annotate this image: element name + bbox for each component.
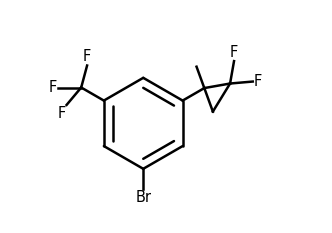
Text: F: F (83, 49, 91, 64)
Text: F: F (254, 74, 262, 89)
Text: F: F (57, 106, 65, 121)
Text: F: F (230, 45, 238, 60)
Text: F: F (49, 80, 57, 95)
Text: Br: Br (135, 190, 151, 206)
